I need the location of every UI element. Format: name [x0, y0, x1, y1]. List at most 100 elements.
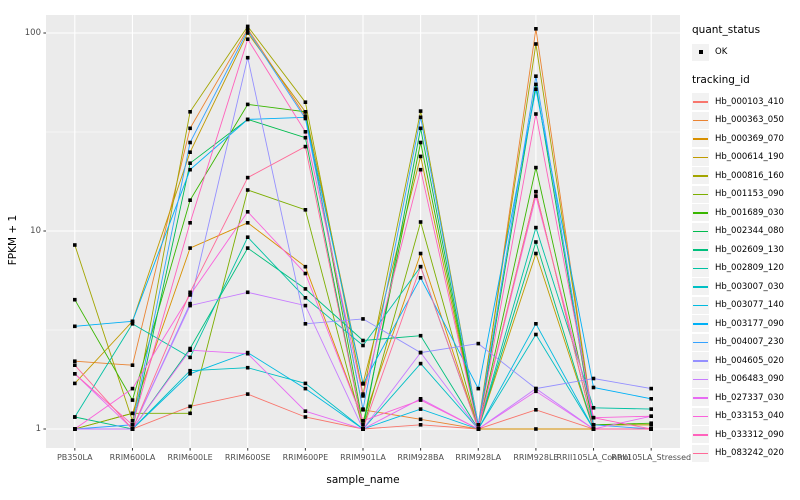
- legend-entry: Hb_002609_130: [692, 241, 798, 260]
- y-tick-label: 1: [35, 424, 41, 434]
- data-point: [361, 419, 365, 423]
- legend-entry-label: Hb_003077_140: [715, 300, 784, 311]
- data-point: [418, 350, 423, 355]
- data-point: [361, 382, 365, 386]
- data-point: [188, 411, 192, 416]
- data-point: [245, 24, 250, 29]
- data-point: [591, 376, 596, 381]
- x-tick-label: RRIM901LA: [340, 453, 386, 462]
- data-point: [303, 322, 308, 326]
- data-point: [361, 427, 365, 431]
- legend-line-swatch-icon: [692, 185, 709, 203]
- legend-entry-label: Hb_006483_090: [715, 374, 784, 385]
- data-point: [476, 386, 481, 391]
- data-point: [130, 411, 135, 416]
- data-point: [534, 225, 538, 230]
- data-point: [534, 27, 538, 31]
- data-point: [73, 415, 77, 419]
- data-point: [361, 407, 365, 411]
- data-point: [361, 392, 365, 396]
- data-point: [649, 414, 653, 418]
- data-point: [245, 392, 250, 396]
- data-point: [188, 110, 192, 114]
- data-point: [534, 42, 538, 46]
- data-point: [245, 235, 250, 239]
- legend-tracking-title: tracking_id: [692, 73, 750, 86]
- legend-entry-label: Hb_002344_080: [715, 226, 784, 237]
- data-point: [245, 55, 250, 60]
- legend-entry: Hb_001689_030: [692, 204, 798, 223]
- legend-line-swatch-icon: [692, 315, 709, 333]
- legend-entry: Hb_000363_050: [692, 111, 798, 130]
- data-point: [245, 221, 250, 225]
- data-point: [534, 165, 538, 170]
- data-point: [649, 407, 653, 411]
- legend-entry-label: Hb_002809_120: [715, 263, 784, 274]
- data-point: [303, 116, 308, 121]
- data-point: [130, 427, 135, 431]
- data-point: [418, 109, 423, 113]
- legend-line-swatch-icon: [692, 407, 709, 425]
- data-point: [418, 167, 423, 172]
- data-point: [534, 74, 538, 78]
- legend-entry: Hb_002344_080: [692, 222, 798, 241]
- legend-entry-label: Hb_083242_020: [715, 448, 784, 459]
- legend-entry: Hb_006483_090: [692, 370, 798, 389]
- legend-entry-label: Hb_003007_030: [715, 281, 784, 292]
- legend-entry-label: Hb_033312_090: [715, 429, 784, 440]
- data-point: [591, 423, 596, 427]
- data-point: [303, 381, 308, 386]
- data-point: [245, 246, 250, 250]
- legend-entry: Hb_003007_030: [692, 278, 798, 297]
- data-point: [188, 161, 192, 165]
- x-tick-label: RRII105LA_Stressed: [611, 453, 692, 462]
- data-point: [591, 415, 596, 420]
- data-point: [73, 297, 77, 302]
- legend-entry-label: Hb_000614_190: [715, 152, 784, 163]
- data-point: [534, 189, 538, 194]
- data-point: [73, 372, 77, 376]
- data-point: [418, 423, 423, 427]
- x-tick-label: RRIM928LA: [455, 453, 502, 462]
- data-point: [534, 389, 538, 394]
- data-point: [534, 194, 538, 198]
- data-point: [303, 130, 308, 134]
- legend-entry-label: Hb_003177_090: [715, 318, 784, 329]
- legend-line-swatch-icon: [692, 93, 709, 111]
- legend-quant-label: OK: [715, 47, 728, 58]
- data-point: [188, 355, 192, 360]
- data-point: [245, 28, 250, 33]
- legend-line-swatch-icon: [692, 167, 709, 185]
- y-tick-label: 100: [24, 28, 41, 38]
- data-point: [188, 368, 192, 373]
- data-point: [361, 317, 365, 321]
- data-point: [649, 397, 653, 401]
- data-point: [303, 303, 308, 308]
- data-point: [130, 319, 135, 324]
- legend-entry: Hb_002809_120: [692, 259, 798, 278]
- legend-entry: Hb_027337_030: [692, 389, 798, 408]
- legend-entry-label: Hb_001689_030: [715, 207, 784, 218]
- data-point: [303, 409, 308, 413]
- data-point: [73, 381, 77, 386]
- x-tick-label: RRIM600LA: [109, 453, 156, 462]
- data-point: [418, 333, 423, 338]
- data-point: [73, 427, 77, 431]
- data-point: [188, 150, 192, 154]
- y-tick-label: 10: [30, 226, 41, 236]
- data-point: [649, 421, 653, 425]
- legend-entry: Hb_083242_020: [692, 444, 798, 463]
- x-tick-label: RRIM928LE: [513, 453, 559, 462]
- data-point: [130, 322, 135, 326]
- data-point: [418, 276, 423, 280]
- data-point: [245, 117, 250, 122]
- legend-entry-label: Hb_000103_410: [715, 96, 784, 107]
- data-point: [73, 324, 77, 329]
- data-point: [534, 112, 538, 116]
- data-point: [534, 322, 538, 326]
- data-point: [418, 398, 423, 402]
- data-point: [188, 372, 192, 376]
- data-point: [188, 126, 192, 131]
- data-point: [534, 240, 538, 244]
